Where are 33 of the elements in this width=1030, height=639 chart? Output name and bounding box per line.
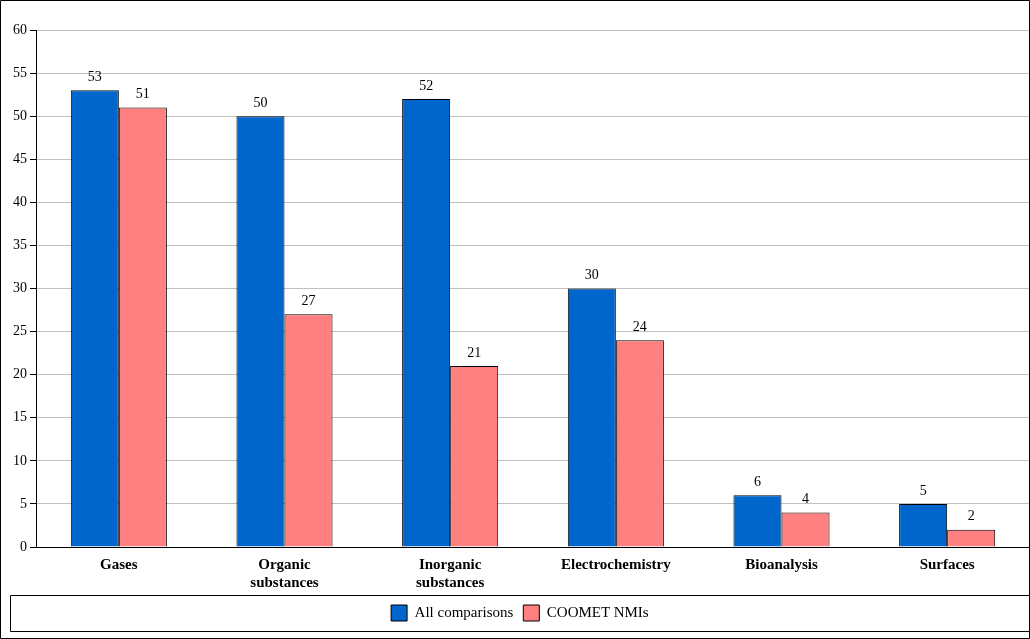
- y-tick-label: 5: [20, 495, 27, 511]
- y-tick-label: 35: [13, 237, 27, 253]
- y-tick-label: 30: [13, 280, 27, 296]
- data-label: 24: [632, 318, 647, 334]
- y-tick-label: 25: [13, 323, 27, 339]
- y-tick-label: 45: [13, 150, 27, 166]
- x-tick-label: Electrochemistry: [560, 555, 672, 572]
- data-label: 2: [967, 508, 975, 524]
- data-label: 52: [419, 77, 434, 93]
- data-label: 30: [584, 267, 599, 283]
- y-tick-label: 60: [13, 21, 27, 37]
- data-label: 50: [253, 94, 268, 110]
- data-label: 4: [802, 491, 810, 507]
- data-label: 21: [467, 344, 482, 360]
- x-tick-label: Bioanalysis: [745, 555, 818, 572]
- data-label: 51: [135, 86, 150, 102]
- y-tick-label: 20: [13, 366, 27, 382]
- data-label: 53: [87, 68, 102, 84]
- x-tick-label: Inorganic substances: [415, 555, 485, 590]
- data-label: 6: [753, 473, 761, 489]
- data-label: 27: [301, 293, 316, 309]
- legend-label: All comparisons: [414, 603, 514, 620]
- y-tick-label: 15: [13, 409, 27, 425]
- legend-label: COOMET NMIs: [546, 603, 649, 620]
- x-tick-label: Surfaces: [919, 555, 975, 572]
- y-tick-label: 0: [20, 538, 27, 554]
- y-tick-label: 50: [13, 107, 27, 123]
- y-tick-label: 55: [13, 64, 27, 80]
- y-tick-label: 40: [13, 194, 27, 210]
- x-tick-label: Gases: [100, 555, 138, 572]
- x-tick-label: Organic substances: [250, 555, 319, 590]
- data-label: 5: [919, 482, 927, 498]
- y-tick-label: 10: [13, 452, 27, 468]
